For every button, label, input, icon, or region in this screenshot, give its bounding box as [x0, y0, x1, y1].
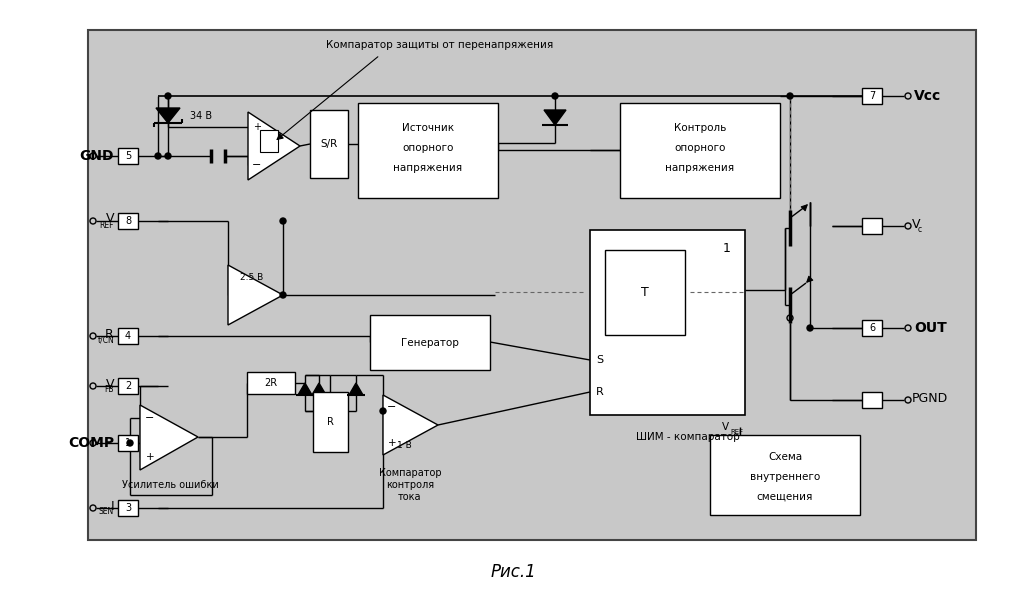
Circle shape: [165, 153, 171, 159]
Text: −: −: [387, 402, 397, 412]
Text: тока: тока: [398, 492, 422, 502]
Text: REF: REF: [731, 429, 743, 435]
Text: S/R: S/R: [320, 139, 338, 149]
Bar: [358, 103, 498, 198]
Text: 2R: 2R: [265, 378, 278, 388]
Polygon shape: [544, 110, 566, 125]
Text: SEN: SEN: [98, 508, 114, 517]
Text: внутреннего: внутреннего: [750, 472, 820, 482]
Text: +: +: [388, 438, 396, 448]
Text: V: V: [106, 378, 114, 391]
Bar: [118, 148, 139, 164]
Text: 3: 3: [125, 503, 131, 513]
Text: 34 В: 34 В: [190, 111, 212, 121]
Text: опорного: опорного: [674, 143, 725, 153]
Text: 5: 5: [125, 151, 131, 161]
Text: V: V: [912, 217, 920, 230]
Polygon shape: [140, 405, 198, 470]
Text: OUT: OUT: [914, 321, 947, 335]
Circle shape: [807, 325, 813, 331]
Text: c: c: [917, 226, 921, 235]
Text: ШИМ - компаратор: ШИМ - компаратор: [636, 432, 740, 442]
Text: 2: 2: [125, 381, 131, 391]
Polygon shape: [156, 108, 180, 123]
Bar: [118, 328, 139, 344]
Text: REF: REF: [100, 220, 114, 229]
Text: R: R: [596, 387, 604, 397]
Text: напряжения: напряжения: [666, 163, 735, 173]
Text: Компаратор: Компаратор: [379, 468, 441, 478]
Text: смещения: смещения: [757, 492, 814, 502]
Text: +: +: [253, 122, 261, 132]
Bar: [260, 130, 278, 152]
Text: S: S: [596, 355, 603, 365]
Text: T: T: [641, 286, 648, 299]
Text: PGND: PGND: [912, 391, 948, 404]
Polygon shape: [312, 383, 326, 395]
Bar: [862, 392, 882, 408]
Bar: [862, 88, 882, 104]
Bar: [620, 103, 780, 198]
Bar: [118, 378, 139, 394]
Circle shape: [127, 440, 133, 446]
Text: I: I: [111, 499, 114, 512]
Bar: [247, 372, 295, 394]
Text: Усилитель ошибки: Усилитель ошибки: [122, 480, 219, 490]
Polygon shape: [383, 395, 438, 455]
Text: R: R: [327, 417, 333, 427]
Bar: [370, 315, 490, 370]
Text: Источник: Источник: [402, 123, 455, 133]
Text: GND: GND: [79, 149, 114, 163]
Text: +: +: [146, 452, 154, 462]
Bar: [88, 30, 976, 540]
Text: Контроль: Контроль: [674, 123, 726, 133]
Text: −: −: [146, 413, 155, 423]
Polygon shape: [248, 112, 300, 180]
Text: 1: 1: [125, 438, 131, 448]
Text: FB: FB: [105, 385, 114, 395]
Text: t/CN: t/CN: [97, 336, 114, 345]
Text: V: V: [106, 213, 114, 226]
Circle shape: [787, 93, 793, 99]
Text: 7: 7: [869, 91, 875, 101]
Text: Vcc: Vcc: [914, 89, 941, 103]
Circle shape: [552, 93, 558, 99]
Bar: [310, 110, 348, 178]
Circle shape: [380, 408, 386, 414]
Bar: [118, 213, 139, 229]
Bar: [313, 392, 348, 452]
Circle shape: [155, 153, 161, 159]
Text: Генератор: Генератор: [401, 337, 459, 348]
Circle shape: [280, 292, 286, 298]
Text: 8: 8: [125, 216, 131, 226]
Polygon shape: [349, 383, 363, 395]
Bar: [710, 435, 860, 515]
Bar: [862, 218, 882, 234]
Text: V: V: [722, 422, 729, 432]
Circle shape: [165, 93, 171, 99]
Text: Рис.1: Рис.1: [490, 563, 536, 581]
Text: контроля: контроля: [386, 480, 434, 490]
Text: COMP: COMP: [68, 436, 114, 450]
Text: Схема: Схема: [767, 452, 802, 462]
Text: −: −: [252, 160, 262, 170]
Text: R: R: [106, 327, 114, 340]
Text: 1 В: 1 В: [397, 440, 411, 450]
Text: Компаратор защиты от перенапряжения: Компаратор защиты от перенапряжения: [326, 40, 554, 50]
Bar: [118, 435, 139, 451]
Text: 4: 4: [125, 331, 131, 341]
Circle shape: [280, 218, 286, 224]
Text: 2.5 В: 2.5 В: [240, 272, 264, 281]
Text: напряжения: напряжения: [393, 163, 463, 173]
Bar: [605, 250, 685, 335]
Bar: [862, 320, 882, 336]
Bar: [590, 230, 745, 415]
Polygon shape: [298, 383, 312, 395]
Text: опорного: опорного: [402, 143, 453, 153]
Bar: [118, 500, 139, 516]
Polygon shape: [228, 265, 283, 325]
Text: 6: 6: [869, 323, 875, 333]
Text: 1: 1: [723, 242, 731, 255]
